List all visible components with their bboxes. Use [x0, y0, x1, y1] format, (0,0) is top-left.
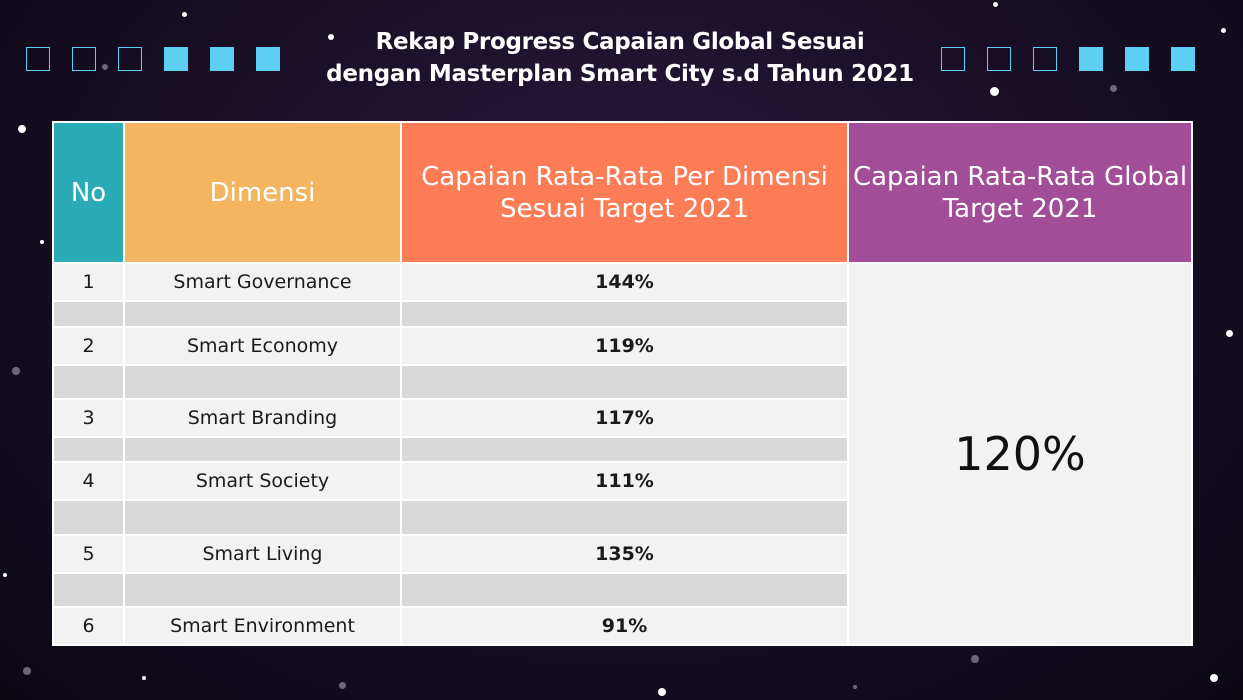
row-capaian: 117%	[400, 398, 849, 438]
row-capaian: 111%	[400, 461, 849, 501]
outline-square-icon	[941, 47, 965, 71]
table-row: 5 Smart Living 135%	[52, 534, 1192, 574]
page-title: Rekap Progress Capaian Global Sesuai den…	[300, 26, 940, 90]
spacer-row	[52, 499, 1192, 536]
decorative-squares-left	[26, 47, 280, 71]
spacer-row	[52, 300, 1192, 328]
outline-square-icon	[72, 47, 96, 71]
decorative-squares-right	[941, 47, 1195, 71]
header-capaian-per-dimensi: Capaian Rata-Rata Per Dimensi Sesuai Tar…	[400, 121, 849, 264]
row-capaian: 119%	[400, 326, 849, 366]
row-number: 5	[52, 534, 125, 574]
row-dimensi: Smart Living	[123, 534, 402, 574]
filled-square-icon	[1125, 47, 1149, 71]
row-dimensi: Smart Branding	[123, 398, 402, 438]
table-row: 1 Smart Governance 144% 120%	[52, 262, 1193, 646]
row-dimensi: Smart Economy	[123, 326, 402, 366]
table-row: 6 Smart Environment 91%	[52, 606, 1192, 646]
row-dimensi: Smart Governance	[123, 262, 402, 302]
table-row: 2 Smart Economy 119%	[52, 326, 1192, 366]
row-number: 3	[52, 398, 125, 438]
header-no: No	[52, 121, 125, 264]
recap-table: No Dimensi Capaian Rata-Rata Per Dimensi…	[52, 121, 1193, 646]
row-dimensi: Smart Environment	[123, 606, 402, 646]
header-dimensi: Dimensi	[123, 121, 402, 264]
filled-square-icon	[210, 47, 234, 71]
row-dimensi: Smart Society	[123, 461, 402, 501]
row-number: 2	[52, 326, 125, 366]
row-capaian: 135%	[400, 534, 849, 574]
title-line-2: dengan Masterplan Smart City s.d Tahun 2…	[326, 61, 914, 87]
row-capaian: 91%	[400, 606, 849, 646]
row-number: 1	[52, 262, 125, 302]
global-value: 120%	[847, 262, 1193, 646]
outline-square-icon	[987, 47, 1011, 71]
outline-square-icon	[26, 47, 50, 71]
header-capaian-global: Capaian Rata-Rata Global Target 2021	[847, 121, 1193, 264]
row-capaian: 144%	[400, 262, 849, 302]
filled-square-icon	[164, 47, 188, 71]
spacer-row	[52, 436, 1192, 463]
filled-square-icon	[1171, 47, 1195, 71]
outline-square-icon	[118, 47, 142, 71]
spacer-row	[52, 364, 1192, 400]
title-line-1: Rekap Progress Capaian Global Sesuai	[375, 29, 865, 55]
table-row: 4 Smart Society 111%	[52, 461, 1192, 501]
outline-square-icon	[1033, 47, 1057, 71]
table-row: 3 Smart Branding 117%	[52, 398, 1192, 438]
row-number: 4	[52, 461, 125, 501]
row-number: 6	[52, 606, 125, 646]
filled-square-icon	[256, 47, 280, 71]
filled-square-icon	[1079, 47, 1103, 71]
spacer-row	[52, 572, 1192, 608]
